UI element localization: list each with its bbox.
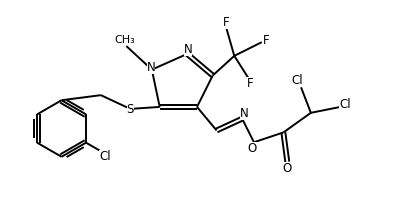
Text: Cl: Cl	[99, 150, 111, 163]
Text: F: F	[247, 77, 253, 90]
Text: CH₃: CH₃	[114, 35, 135, 45]
Text: Cl: Cl	[339, 98, 351, 111]
Text: S: S	[126, 103, 134, 116]
Text: O: O	[282, 163, 292, 176]
Text: N: N	[240, 108, 249, 121]
Text: N: N	[147, 61, 156, 74]
Text: N: N	[184, 43, 192, 56]
Text: Cl: Cl	[291, 74, 303, 87]
Text: F: F	[223, 16, 230, 29]
Text: O: O	[247, 142, 256, 155]
Text: F: F	[262, 34, 269, 47]
